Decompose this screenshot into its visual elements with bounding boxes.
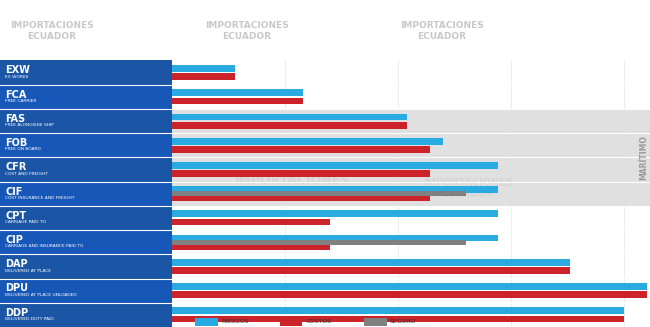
FancyBboxPatch shape — [172, 195, 430, 201]
FancyBboxPatch shape — [172, 170, 430, 177]
Text: EX WORKS: EX WORKS — [5, 75, 29, 79]
FancyBboxPatch shape — [172, 113, 407, 120]
Text: RIESGOS: RIESGOS — [221, 319, 248, 324]
FancyBboxPatch shape — [172, 259, 570, 266]
Text: DAP: DAP — [5, 259, 28, 269]
Text: FREE CARRIER: FREE CARRIER — [5, 99, 36, 103]
FancyBboxPatch shape — [364, 318, 387, 326]
Text: COSTOS: COSTOS — [306, 319, 332, 324]
FancyBboxPatch shape — [0, 85, 172, 109]
FancyBboxPatch shape — [172, 73, 235, 80]
FancyBboxPatch shape — [172, 283, 570, 290]
Text: EXW: EXW — [5, 65, 30, 76]
FancyBboxPatch shape — [172, 122, 407, 129]
FancyBboxPatch shape — [570, 283, 647, 290]
FancyBboxPatch shape — [172, 162, 497, 169]
FancyBboxPatch shape — [0, 206, 172, 230]
FancyBboxPatch shape — [172, 307, 624, 314]
Text: CARRIAGE PAID TO: CARRIAGE PAID TO — [5, 220, 46, 224]
FancyBboxPatch shape — [570, 291, 647, 298]
Text: DELIVERED AT PLACE: DELIVERED AT PLACE — [5, 268, 51, 272]
FancyBboxPatch shape — [195, 318, 218, 326]
Text: COST INSURANCE AND FREIGHT: COST INSURANCE AND FREIGHT — [5, 196, 75, 200]
Text: IMPORTACIONES
ECUADOR: IMPORTACIONES ECUADOR — [400, 21, 484, 41]
Text: FCA: FCA — [5, 90, 27, 100]
Text: FAS: FAS — [5, 114, 25, 124]
FancyBboxPatch shape — [172, 138, 443, 145]
FancyBboxPatch shape — [172, 109, 650, 206]
Text: CARRIAGE AND INSURANCE PAID TO: CARRIAGE AND INSURANCE PAID TO — [5, 244, 84, 248]
FancyBboxPatch shape — [0, 254, 172, 279]
Text: CPT: CPT — [5, 211, 26, 221]
Text: MARÍTIMO: MARÍTIMO — [640, 135, 649, 180]
Text: COST AND FREIGHT: COST AND FREIGHT — [5, 172, 48, 176]
FancyBboxPatch shape — [172, 219, 330, 226]
FancyBboxPatch shape — [172, 186, 497, 193]
FancyBboxPatch shape — [0, 133, 172, 157]
Text: DELIVERED DUTY PAID: DELIVERED DUTY PAID — [5, 317, 54, 321]
FancyBboxPatch shape — [0, 60, 172, 85]
Text: IMPORTACIONES
ECUADOR: IMPORTACIONES ECUADOR — [205, 21, 289, 41]
Text: FOB: FOB — [5, 138, 27, 148]
FancyBboxPatch shape — [172, 65, 235, 72]
Text: FREE ALONGSIDE SHIP: FREE ALONGSIDE SHIP — [5, 123, 54, 127]
FancyBboxPatch shape — [0, 157, 172, 181]
FancyBboxPatch shape — [0, 230, 172, 254]
Text: DELIVERED AT PLACE UNLOADED: DELIVERED AT PLACE UNLOADED — [5, 293, 77, 297]
Text: SEGURO: SEGURO — [390, 319, 417, 324]
Text: CIP: CIP — [5, 235, 23, 245]
Text: FREE ON BOARD: FREE ON BOARD — [5, 147, 41, 151]
FancyBboxPatch shape — [280, 318, 302, 326]
FancyBboxPatch shape — [172, 235, 497, 241]
FancyBboxPatch shape — [172, 243, 330, 250]
FancyBboxPatch shape — [172, 89, 304, 96]
FancyBboxPatch shape — [172, 316, 624, 322]
Text: DPU: DPU — [5, 284, 28, 293]
FancyBboxPatch shape — [172, 146, 430, 153]
FancyBboxPatch shape — [0, 181, 172, 206]
FancyBboxPatch shape — [0, 279, 172, 303]
Text: IMPORTACIONES
ECUADOR: IMPORTACIONES ECUADOR — [10, 21, 94, 41]
Text: IMPORTACIONES
ECUADOR: IMPORTACIONES ECUADOR — [235, 174, 350, 202]
Text: DDP: DDP — [5, 308, 29, 318]
FancyBboxPatch shape — [172, 291, 570, 298]
FancyBboxPatch shape — [172, 267, 570, 274]
FancyBboxPatch shape — [172, 191, 466, 196]
Text: CIF: CIF — [5, 187, 23, 197]
Text: IMPORTACIONES
ECUADOR: IMPORTACIONES ECUADOR — [423, 178, 513, 199]
Text: CFR: CFR — [5, 162, 27, 172]
FancyBboxPatch shape — [0, 109, 172, 133]
FancyBboxPatch shape — [0, 303, 172, 327]
FancyBboxPatch shape — [172, 240, 466, 245]
FancyBboxPatch shape — [172, 97, 304, 104]
FancyBboxPatch shape — [172, 211, 497, 217]
